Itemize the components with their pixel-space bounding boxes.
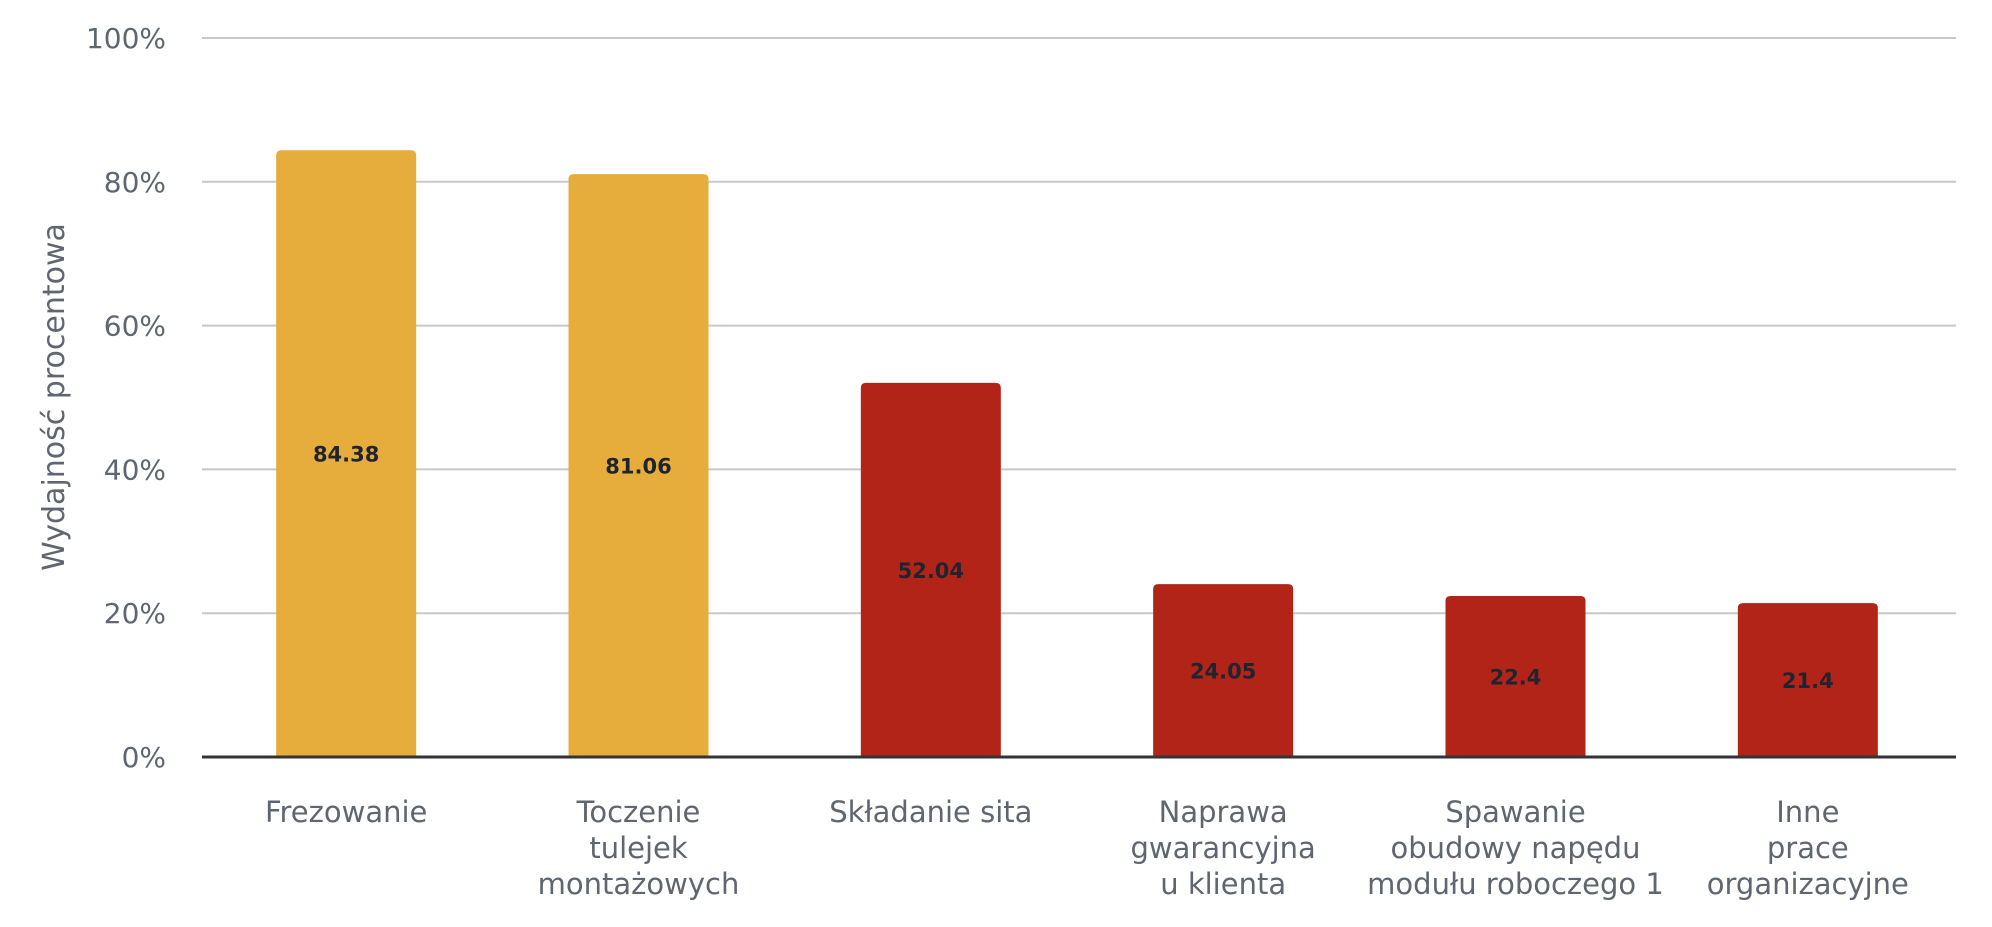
x-category-label-line: organizacyjne — [1707, 867, 1909, 901]
bar — [1153, 584, 1294, 757]
y-tick-label: 80% — [104, 166, 166, 199]
bar — [276, 150, 417, 757]
y-tick-labels: 0% 20% 40% 60% 80% 100% — [86, 22, 166, 774]
bar — [860, 382, 1001, 757]
data-label: 22.4 — [1490, 665, 1542, 689]
bar — [1445, 595, 1586, 757]
y-tick-label: 40% — [104, 453, 166, 486]
x-category-label-line: modułu roboczego 1 — [1367, 867, 1664, 901]
y-tick-label: 0% — [122, 741, 166, 774]
bars — [276, 150, 1878, 758]
x-category-label: Frezowanie — [265, 795, 427, 829]
x-category-label-line: prace — [1767, 831, 1849, 865]
data-label: 52.04 — [898, 559, 964, 583]
data-label: 81.06 — [605, 455, 671, 479]
data-label: 24.05 — [1190, 660, 1256, 684]
x-category-label: Składanie sita — [829, 795, 1032, 829]
x-category-label-line: Spawanie — [1445, 795, 1585, 829]
x-category-label-line: Składanie sita — [829, 795, 1032, 829]
gridlines — [202, 37, 1956, 615]
x-category-label-line: montażowych — [538, 867, 740, 901]
bar — [1737, 603, 1878, 757]
data-label: 84.38 — [313, 443, 379, 467]
y-tick-label: 100% — [86, 22, 166, 55]
x-category-label-line: u klienta — [1160, 867, 1286, 901]
data-labels: 84.38 81.06 52.04 24.05 22.4 21.4 — [313, 443, 1834, 693]
x-category-label-line: tulejek — [589, 831, 688, 865]
data-label: 21.4 — [1782, 669, 1834, 693]
x-category-label-line: obudowy napędu — [1391, 831, 1641, 865]
y-tick-label: 20% — [104, 597, 166, 630]
y-axis-title: Wydajność procentowa — [37, 223, 72, 571]
x-category-label-line: Inne — [1776, 795, 1839, 829]
y-tick-label: 60% — [104, 310, 166, 343]
x-category-label-line: Naprawa — [1159, 795, 1288, 829]
x-category-label-line: Frezowanie — [265, 795, 427, 829]
x-category-label-line: gwarancyjna — [1131, 831, 1316, 865]
x-category-label-line: Toczenie — [576, 795, 701, 829]
bar — [568, 174, 709, 758]
